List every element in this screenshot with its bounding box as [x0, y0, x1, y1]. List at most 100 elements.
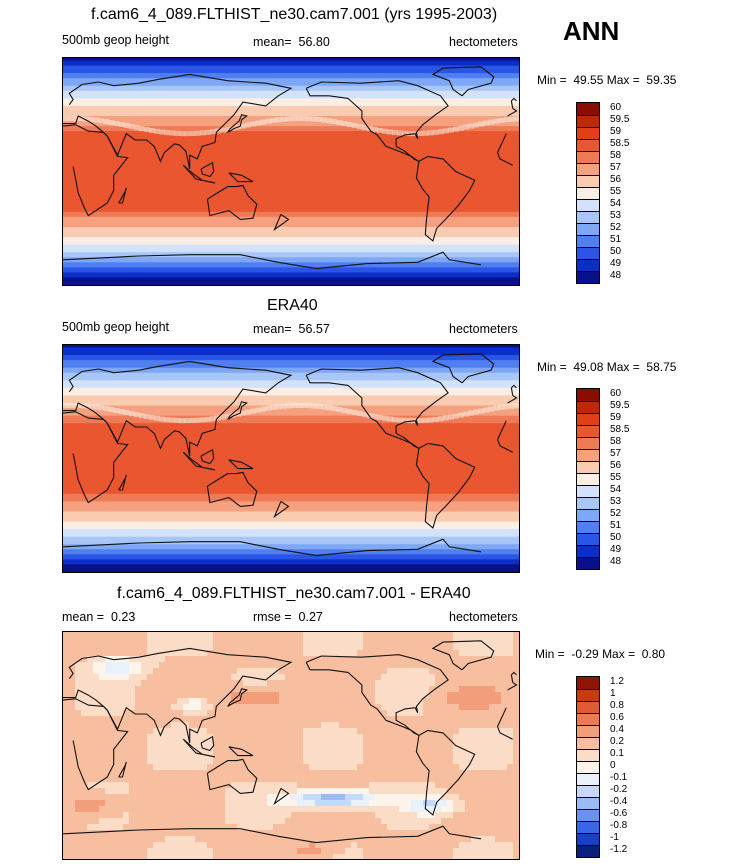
wave-cell: [473, 122, 479, 128]
colorbar-swatch: [577, 163, 599, 175]
diff-cell: [219, 656, 226, 663]
diff-cell: [177, 788, 184, 795]
diff-cell: [261, 806, 268, 813]
diff-cell: [363, 836, 370, 843]
diff-cell: [237, 788, 244, 795]
diff-cell: [219, 734, 226, 741]
panel1-mean-label: mean= 56.80: [253, 35, 330, 49]
diff-cell: [399, 824, 406, 831]
diff-cell: [399, 698, 406, 705]
diff-cell: [141, 716, 148, 723]
diff-cell: [369, 818, 376, 825]
diff-cell: [189, 728, 196, 735]
diff-cell: [171, 728, 178, 735]
diff-cell: [63, 674, 70, 681]
diff-cell: [141, 722, 148, 729]
diff-cell: [63, 800, 70, 807]
zonal-band: [63, 445, 519, 450]
wave-cell: [336, 120, 343, 125]
diff-cell: [495, 812, 502, 819]
diff-cell: [441, 842, 448, 849]
diff-cell: [297, 818, 304, 825]
diff-cell: [255, 632, 262, 639]
diff-cell: [225, 740, 232, 747]
diff-cell: [81, 656, 88, 663]
diff-cell: [435, 782, 442, 789]
diff-cell: [351, 644, 358, 651]
diff-cell: [171, 824, 178, 831]
diff-cell: [201, 650, 208, 657]
diff-cell: [387, 734, 394, 741]
diff-cell: [267, 668, 274, 675]
diff-cell: [315, 704, 322, 711]
diff-cell: [315, 722, 322, 729]
diff-cell: [369, 836, 376, 843]
diff-cell: [375, 698, 382, 705]
diff-cell: [405, 734, 412, 741]
diff-cell: [183, 758, 190, 765]
diff-cell: [243, 842, 250, 849]
diff-cell: [441, 734, 448, 741]
diff-cell: [387, 710, 394, 717]
diff-cell: [333, 680, 340, 687]
zonal-band: [63, 360, 519, 364]
diff-cell: [435, 716, 442, 723]
diff-cell: [345, 650, 352, 657]
diff-cell: [171, 710, 178, 717]
diff-cell: [465, 716, 472, 723]
diff-cell: [153, 776, 160, 783]
diff-cell: [255, 764, 262, 771]
diff-cell: [357, 746, 364, 753]
diff-cell: [195, 668, 202, 675]
diff-cell: [117, 722, 124, 729]
diff-cell: [147, 698, 154, 705]
zonal-band: [63, 146, 519, 150]
diff-cell: [249, 734, 256, 741]
diff-cell: [483, 848, 490, 855]
diff-cell: [267, 824, 274, 831]
diff-cell: [105, 722, 112, 729]
zonal-band: [63, 252, 519, 256]
diff-cell: [231, 698, 238, 705]
diff-cell: [345, 770, 352, 777]
diff-cell: [117, 842, 124, 849]
diff-cell: [231, 656, 238, 663]
zonal-band: [63, 511, 519, 515]
diff-cell: [339, 674, 346, 681]
diff-cell: [219, 692, 226, 699]
zonal-band: [63, 559, 519, 563]
diff-cell: [471, 800, 478, 807]
diff-cell: [87, 656, 94, 663]
diff-cell: [189, 710, 196, 717]
diff-cell: [489, 716, 496, 723]
diff-cell: [405, 824, 412, 831]
diff-cell: [477, 782, 484, 789]
diff-cell: [87, 668, 94, 675]
diff-cell: [69, 734, 76, 741]
diff-cell: [207, 686, 214, 693]
diff-cell: [471, 680, 478, 687]
diff-cell: [231, 794, 238, 801]
diff-cell: [399, 668, 406, 675]
diff-cell: [309, 668, 316, 675]
diff-cell: [171, 788, 178, 795]
wave-cell: [103, 406, 110, 412]
diff-cell: [321, 674, 328, 681]
diff-cell: [417, 824, 424, 831]
diff-cell: [105, 746, 112, 753]
diff-cell: [231, 662, 238, 669]
diff-cell: [87, 746, 94, 753]
diff-cell: [357, 788, 364, 795]
diff-cell: [513, 800, 519, 807]
diff-cell: [333, 764, 340, 771]
diff-cell: [471, 836, 478, 843]
diff-cell: [495, 674, 502, 681]
diff-cell: [165, 794, 172, 801]
diff-cell: [321, 746, 328, 753]
diff-cell: [429, 758, 436, 765]
diff-cell: [357, 794, 364, 801]
diff-cell: [399, 704, 406, 711]
diff-cell: [237, 686, 244, 693]
diff-cell: [231, 740, 238, 747]
zonal-band: [63, 433, 519, 437]
